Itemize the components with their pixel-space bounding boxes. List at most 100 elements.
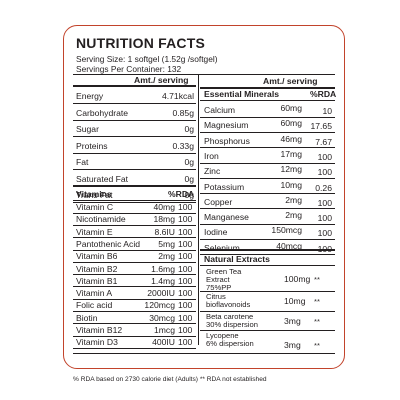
nutrient-name: Proteins — [76, 140, 108, 151]
extract-rda: ** — [314, 275, 320, 284]
mineral-rda: 100 — [304, 244, 332, 254]
extract-amount: 100mg — [284, 274, 311, 284]
nutrient-amount: 0g — [184, 190, 194, 200]
vitamin-rda: 100 — [178, 226, 193, 237]
vitamin-rda: 100 — [178, 312, 193, 323]
nutrition-panel-border — [63, 25, 345, 369]
extract-row-rule — [200, 330, 335, 331]
nutrient-amount: 0g — [184, 173, 194, 184]
vitamin-row-rule — [73, 274, 196, 275]
vitamin-rda: 100 — [178, 251, 193, 262]
vitamin-amount: 1mcg — [153, 325, 175, 335]
mineral-name: Magnesium — [204, 120, 249, 131]
vitamin-name: Vitamin A — [76, 288, 113, 299]
mineral-row-rule — [200, 193, 335, 194]
vitamin-row-rule — [73, 261, 196, 263]
nutrient-name: Sugar — [76, 124, 99, 134]
vitamin-row-rule — [73, 249, 196, 251]
mineral-name: Potassium — [204, 181, 245, 192]
left-header-rule — [73, 85, 196, 87]
vitamins-top-rule — [73, 185, 196, 187]
vitamin-amount: 2000IU — [147, 288, 175, 299]
left-amt-header: Amt./ serving — [134, 75, 189, 85]
vitamin-row-rule — [73, 286, 196, 287]
extract-name-line: Beta carotene — [206, 312, 254, 321]
vitamin-amount: 8.6IU — [154, 226, 175, 237]
mineral-rda: 7.67 — [315, 136, 332, 147]
nutrient-name: Carbohydrate — [76, 107, 129, 118]
nutrient-amount: 4.71kcal — [161, 91, 194, 101]
extracts-top-rule — [200, 249, 335, 251]
mineral-rda: 100 — [317, 228, 332, 239]
vitamin-amount: 5mg — [158, 238, 175, 249]
vitamin-amount: 1.4mg — [151, 275, 175, 286]
vitamin-name: Vitamin D3 — [76, 337, 118, 348]
extract-row-rule — [200, 291, 335, 292]
nutrient-row-rule — [73, 169, 196, 170]
nutrient-name: Energy — [76, 91, 104, 101]
nutrient-row-rule — [73, 136, 196, 137]
vitamin-amount: 40mg — [153, 202, 176, 212]
servings-per-container: Servings Per Container: 132 — [76, 64, 182, 74]
vitamin-name: Nicotinamide — [76, 214, 126, 225]
extract-rda: ** — [314, 317, 320, 326]
mineral-amount: 2mg — [285, 194, 302, 205]
panel-title: NUTRITION FACTS — [76, 35, 205, 51]
mineral-row-rule — [200, 131, 335, 133]
mineral-amount: 150mcg — [271, 225, 302, 236]
extract-rda: ** — [314, 297, 320, 306]
extract-amount: 10mg — [284, 296, 306, 306]
nutrient-amount: 0.85g — [172, 107, 194, 118]
mineral-rda: 100 — [317, 213, 332, 224]
mineral-row-rule — [200, 116, 335, 118]
vitamin-rda: 100 — [178, 214, 193, 225]
vitamin-rda: 100 — [178, 325, 193, 335]
extract-row-rule — [200, 311, 335, 312]
vitamin-row-rule — [73, 224, 196, 226]
vitamin-rda: 100 — [178, 202, 193, 212]
extracts-header-rule — [200, 265, 335, 267]
vitamin-amount: 1.6mg — [151, 263, 175, 274]
extract-name-line: 6% dispersion — [206, 339, 254, 349]
extract-name-line: 30% dispersion — [206, 320, 258, 330]
mineral-row-rule — [200, 208, 335, 209]
vitamin-rda: 100 — [178, 275, 193, 286]
top-rule — [73, 74, 335, 76]
vitamin-row-rule — [73, 237, 196, 238]
extract-amount: 3mg — [284, 340, 301, 350]
vitamins-rda-header: %RDA — [168, 189, 195, 199]
minerals-rda-header: %RDA — [310, 89, 337, 99]
mineral-row-rule — [200, 254, 335, 255]
vitamin-name: Vitamin B6 — [76, 251, 118, 262]
mineral-rda: 17.65 — [310, 121, 332, 132]
vitamin-row-rule — [73, 311, 196, 312]
mineral-name: Copper — [204, 196, 233, 207]
vitamin-name: Vitamin B12 — [76, 325, 123, 335]
vitamin-amount: 18mg — [153, 214, 176, 225]
mineral-rda: 0.26 — [315, 182, 332, 193]
mineral-row-rule — [200, 147, 335, 148]
nutrient-name: Saturated Fat — [76, 173, 129, 184]
vitamin-name: Pantothenic Acid — [76, 238, 141, 249]
extract-name-line: Lycopene — [206, 331, 239, 340]
vitamin-amount: 120mcg — [144, 300, 175, 311]
mineral-name: Iodine — [204, 227, 228, 238]
mineral-row-rule — [200, 239, 335, 240]
nutrient-row-rule — [73, 202, 196, 203]
vitamin-name: Vitamin E — [76, 226, 113, 237]
right-amt-header: Amt./ serving — [263, 76, 318, 86]
extract-name-line: Green Tea — [206, 267, 242, 276]
vitamins-header-rule — [73, 200, 196, 202]
nutrient-name: Trans Fat — [76, 190, 113, 200]
footnote: % RDA based on 2730 calorie diet (Adults… — [73, 376, 267, 383]
mineral-amount: 60mg — [280, 118, 303, 129]
vitamin-row-rule — [73, 212, 196, 214]
vitamin-rda: 100 — [178, 238, 193, 249]
vitamin-row-rule — [73, 298, 196, 300]
vitamin-row-rule — [73, 335, 196, 337]
mineral-name: Manganese — [204, 212, 249, 223]
vitamin-name: Biotin — [76, 312, 98, 323]
mineral-name: Phosphorus — [204, 135, 250, 146]
vitamin-name: Folic acid — [76, 300, 113, 311]
vitamin-rda: 100 — [178, 300, 193, 311]
